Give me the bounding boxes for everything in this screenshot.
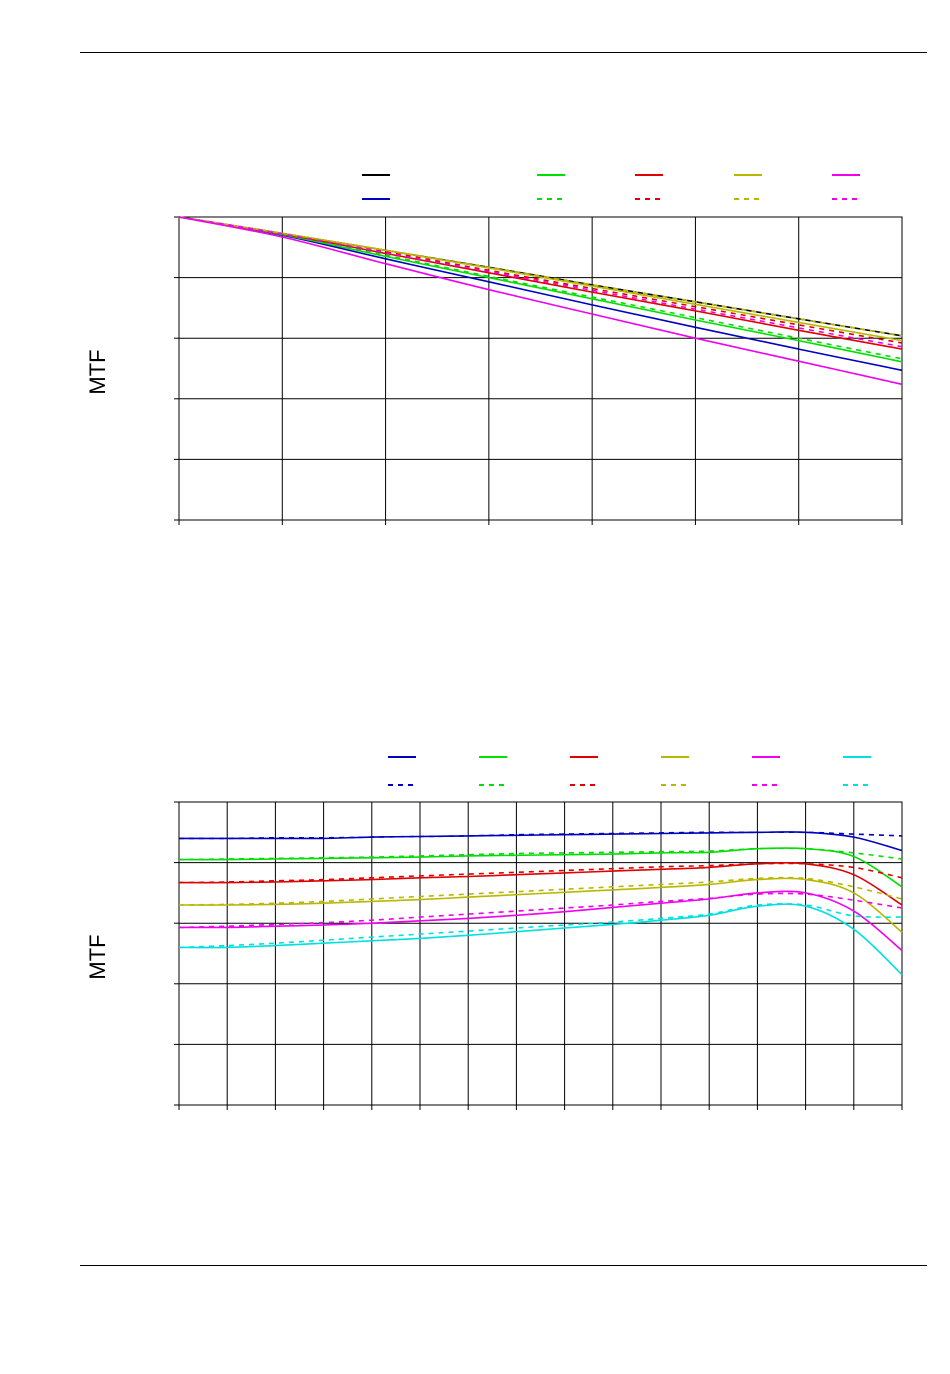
series-line-7: [178, 216, 903, 342]
series-line-11: [178, 903, 903, 976]
chart-1-legend: [362, 174, 860, 200]
chart-2-ylabel: MTF: [85, 934, 110, 979]
mtf-chart-1: MTF: [85, 174, 903, 525]
chart-1-ylabel: MTF: [85, 349, 110, 394]
chart-1-grid: [174, 216, 903, 525]
mtf-chart-2: MTF: [85, 756, 903, 1110]
plot-frame: [178, 216, 903, 521]
series-line-4: [178, 847, 903, 861]
series-line-12: [178, 902, 903, 949]
series-line-8: [178, 876, 903, 906]
plot-frame: [178, 801, 903, 1106]
series-line-10: [178, 892, 903, 929]
chart-1-series: [178, 216, 903, 386]
chart-2-legend: [388, 756, 871, 786]
chart-2-grid: [174, 801, 903, 1110]
series-line-4: [178, 216, 903, 360]
series-line-9: [178, 890, 903, 952]
chart-2-series: [178, 831, 903, 976]
series-line-7: [178, 877, 903, 933]
series-line-6: [178, 862, 903, 884]
series-line-5: [178, 862, 903, 906]
series-line-2: [178, 216, 903, 372]
series-line-9: [178, 216, 903, 386]
series-line-2: [178, 831, 903, 840]
